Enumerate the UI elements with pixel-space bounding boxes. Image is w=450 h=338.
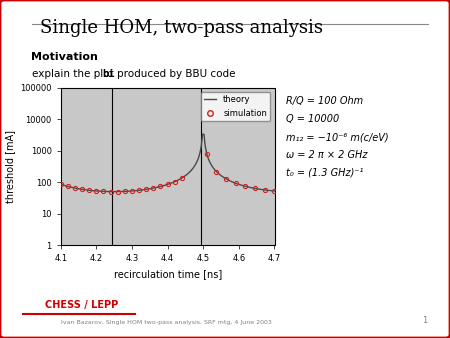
- Text: explain the plot produced by BBU code: explain the plot produced by BBU code: [32, 69, 238, 79]
- Text: 1: 1: [422, 316, 427, 325]
- Y-axis label: threshold [mA]: threshold [mA]: [4, 130, 15, 203]
- Text: Q = 10000: Q = 10000: [286, 114, 339, 124]
- Text: :: :: [67, 52, 70, 63]
- Text: bi: bi: [103, 69, 115, 79]
- Text: Motivation: Motivation: [32, 52, 99, 63]
- Text: ω = 2 π × 2 GHz: ω = 2 π × 2 GHz: [286, 150, 367, 160]
- X-axis label: recirculation time [ns]: recirculation time [ns]: [113, 269, 222, 279]
- Text: Ivan Bazarov, Single HOM two-pass analysis, SRF mtg, 4 June 2003: Ivan Bazarov, Single HOM two-pass analys…: [61, 320, 272, 325]
- Text: Single HOM, two-pass analysis: Single HOM, two-pass analysis: [40, 19, 324, 37]
- Text: t₀ = (1.3 GHz)⁻¹: t₀ = (1.3 GHz)⁻¹: [286, 168, 363, 178]
- Text: m₁₂ = −10⁻⁶ m(c/eV): m₁₂ = −10⁻⁶ m(c/eV): [286, 132, 388, 142]
- Text: CHESS / LEPP: CHESS / LEPP: [45, 300, 118, 310]
- Legend: theory, simulation: theory, simulation: [201, 92, 270, 121]
- Text: R/Q = 100 Ohm: R/Q = 100 Ohm: [286, 96, 363, 106]
